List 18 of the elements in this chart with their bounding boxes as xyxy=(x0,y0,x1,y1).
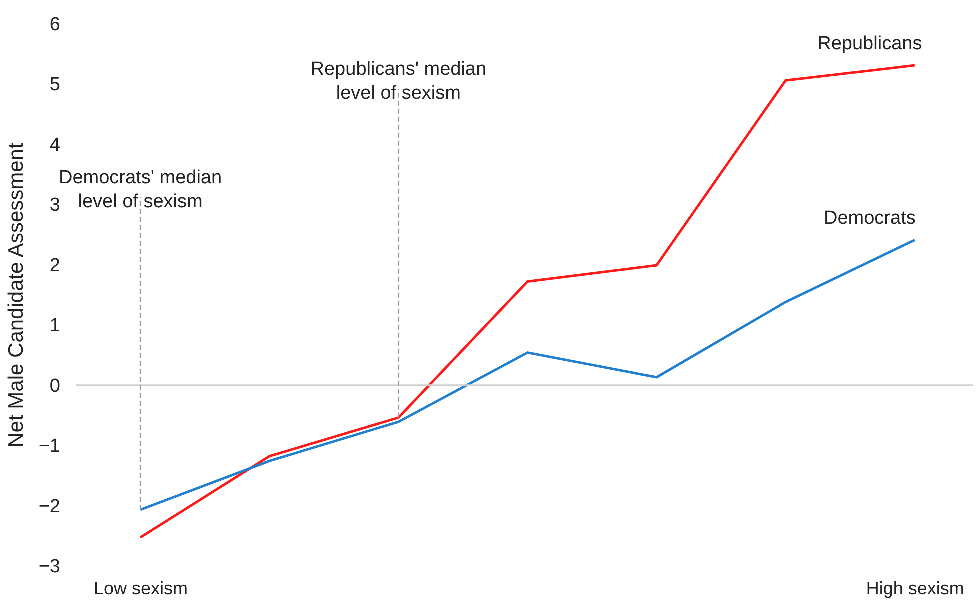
x-tick-label: Low sexism xyxy=(94,578,188,598)
x-tick-label: High sexism xyxy=(866,578,964,598)
annotation: Democrats' median level of sexism xyxy=(58,167,222,212)
y-tick-label: −2 xyxy=(38,496,60,518)
y-tick-label: 4 xyxy=(50,134,61,156)
y-tick-label: 5 xyxy=(50,74,60,96)
y-tick-label: 1 xyxy=(50,316,60,337)
y-tick-label: −1 xyxy=(38,436,60,458)
y-tick-label: 0 xyxy=(50,376,60,397)
line-series xyxy=(139,238,916,512)
y-tick-label: 6 xyxy=(50,14,60,36)
annotation: Republicans' median level of sexism xyxy=(310,59,487,104)
series-label: Democrats xyxy=(824,208,916,230)
series-label: Republicans xyxy=(818,34,922,55)
y-axis-title: Net Male Candidate Assessment xyxy=(4,143,28,448)
y-tick-label: 3 xyxy=(50,195,60,216)
y-tick-label: 2 xyxy=(50,255,60,276)
y-tick-label: −3 xyxy=(38,556,60,578)
